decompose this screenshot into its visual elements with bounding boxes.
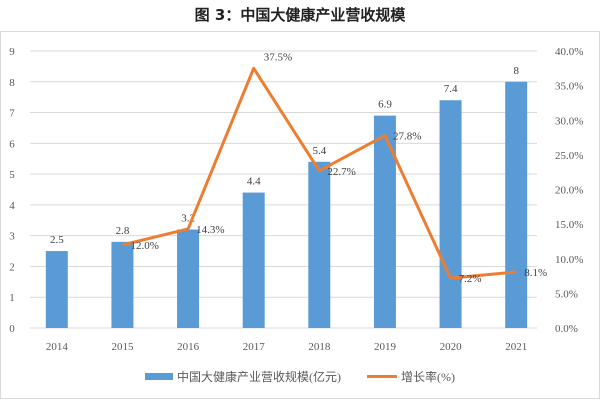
- legend-swatch-bar: [145, 373, 173, 380]
- legend-item-revenue: 中国大健康产业营收规模(亿元): [145, 368, 341, 385]
- left-tick-label: 3: [9, 231, 15, 243]
- legend-swatch-line: [367, 375, 397, 378]
- bar: [373, 115, 396, 328]
- left-tick-label: 8: [9, 77, 15, 89]
- right-tick-label: 10.0%: [555, 254, 583, 266]
- line-data-label: 7.2%: [459, 273, 482, 285]
- x-tick-label: 2021: [505, 341, 527, 353]
- right-tick-label: 30.0%: [555, 115, 583, 127]
- left-tick-label: 1: [9, 292, 15, 304]
- bar: [111, 241, 134, 328]
- bar: [177, 229, 200, 328]
- line-data-label: 27.8%: [393, 130, 421, 142]
- bar-data-label: 7.4: [444, 83, 458, 95]
- left-tick-label: 5: [9, 169, 15, 181]
- left-tick-label: 7: [9, 108, 15, 120]
- legend-item-growth: 增长率(%): [367, 368, 455, 385]
- x-tick-label: 2020: [440, 341, 463, 353]
- bar-data-label: 2.8: [116, 225, 130, 237]
- right-tick-label: 40.0%: [555, 46, 583, 58]
- right-tick-label: 5.0%: [555, 288, 578, 300]
- legend-label-revenue: 中国大健康产业营收规模(亿元): [177, 370, 341, 384]
- right-tick-label: 0.0%: [555, 323, 578, 335]
- bar-data-label: 6.9: [378, 99, 392, 111]
- x-tick-label: 2014: [46, 341, 69, 353]
- right-tick-label: 20.0%: [555, 185, 583, 197]
- left-tick-label: 0: [9, 323, 15, 335]
- x-tick-label: 2015: [111, 341, 134, 353]
- left-tick-label: 6: [9, 138, 15, 150]
- chart-title: 图 3：中国大健康产业营收规模: [194, 6, 406, 24]
- line-data-label: 12.0%: [130, 240, 158, 252]
- bar-data-label: 2.5: [50, 234, 64, 246]
- x-tick-label: 2016: [177, 341, 200, 353]
- bar: [45, 251, 68, 328]
- right-tick-label: 15.0%: [555, 219, 583, 231]
- bar: [439, 100, 462, 328]
- left-tick-label: 9: [9, 46, 15, 58]
- x-tick-label: 2018: [308, 341, 331, 353]
- legend: 中国大健康产业营收规模(亿元) 增长率(%): [0, 368, 600, 385]
- line-data-label: 37.5%: [264, 51, 292, 63]
- bar-data-label: 4.4: [247, 176, 261, 188]
- x-tick-label: 2017: [243, 341, 266, 353]
- left-tick-label: 2: [9, 261, 15, 273]
- line-data-label: 14.3%: [196, 224, 224, 236]
- bar-data-label: 8: [513, 65, 519, 77]
- right-tick-label: 25.0%: [555, 150, 583, 162]
- bar-data-label: 5.4: [312, 145, 326, 157]
- x-tick-label: 2019: [374, 341, 397, 353]
- bar: [242, 192, 265, 328]
- left-tick-label: 4: [9, 200, 15, 212]
- line-data-label: 22.7%: [327, 166, 355, 178]
- bar: [505, 81, 528, 329]
- right-tick-label: 35.0%: [555, 81, 583, 93]
- bar: [308, 161, 331, 328]
- line-data-label: 8.1%: [524, 267, 547, 279]
- legend-label-growth: 增长率(%): [401, 370, 455, 384]
